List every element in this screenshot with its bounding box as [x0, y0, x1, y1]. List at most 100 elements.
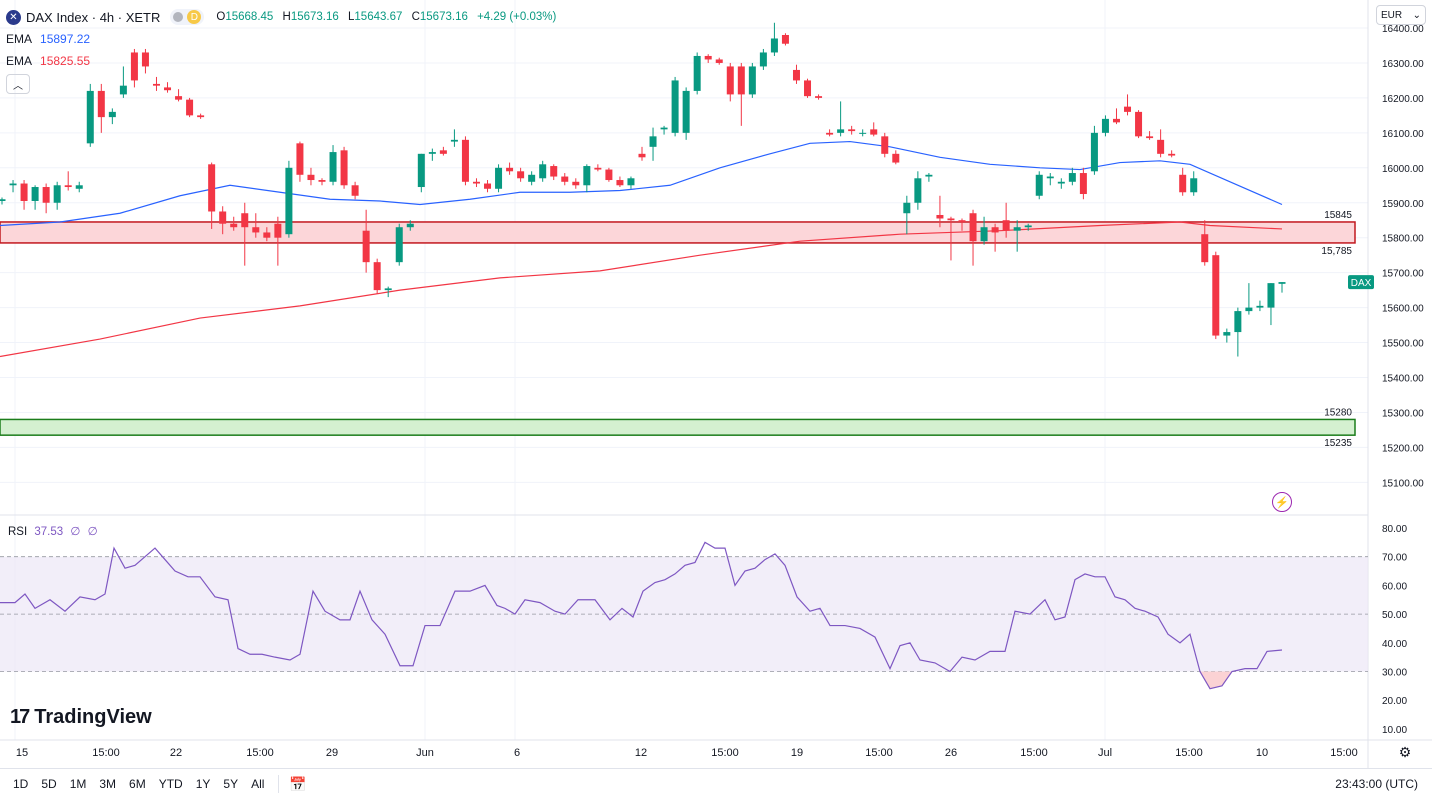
- candle-down: [737, 66, 745, 95]
- range-3m-button[interactable]: 3M: [99, 777, 117, 791]
- candle-up: [329, 152, 337, 182]
- candle-down: [594, 167, 602, 170]
- ema-legend-2[interactable]: EMA 15825.55: [6, 50, 562, 72]
- candle-down: [1112, 118, 1120, 123]
- close-value: 15673.16: [419, 11, 468, 23]
- candle-down: [230, 223, 238, 228]
- support-zone-bottom-label: 15235: [1324, 438, 1352, 449]
- last-price-badge: [1348, 275, 1374, 290]
- candle-down: [638, 153, 646, 158]
- candle-down: [792, 69, 800, 81]
- candle-down: [362, 230, 370, 263]
- range-ytd-button[interactable]: YTD: [158, 777, 183, 791]
- candle-up: [1068, 173, 1076, 182]
- candle-down: [307, 174, 315, 181]
- candle-down: [704, 55, 712, 60]
- candle-up: [495, 167, 503, 189]
- support-zone: [0, 418, 1356, 436]
- resistance-zone-top-label: 15845: [1324, 210, 1352, 221]
- time-tick-label: 22: [170, 747, 182, 759]
- range-1d-button[interactable]: 1D: [13, 777, 29, 791]
- rsi-tick-label: 70.00: [1382, 553, 1407, 564]
- gear-icon[interactable]: ⚙: [1398, 743, 1412, 760]
- candle-down: [826, 132, 834, 135]
- candle-down: [175, 96, 183, 100]
- chevron-up-icon: ︿: [13, 80, 23, 92]
- market-status-pill[interactable]: D: [170, 9, 205, 25]
- price-tick-label: 16100.00: [1382, 129, 1424, 140]
- candle-down: [715, 59, 723, 63]
- price-tick-label: 16200.00: [1382, 94, 1424, 105]
- currency-selector[interactable]: EUR ⌄: [1376, 5, 1426, 25]
- rsi-extra-2: ∅: [87, 526, 98, 538]
- rsi-legend[interactable]: RSI 37.53 ∅ ∅: [8, 524, 98, 538]
- time-tick-label: 26: [945, 747, 957, 759]
- candle-down: [892, 153, 900, 163]
- candle-down: [572, 181, 580, 186]
- candle-up: [660, 127, 668, 130]
- candle-down: [936, 214, 944, 219]
- price-tick-label: 15800.00: [1382, 234, 1424, 245]
- resistance-zone: [0, 221, 1356, 244]
- range-6m-button[interactable]: 6M: [129, 777, 146, 791]
- x-logo-icon[interactable]: ✕: [6, 9, 21, 25]
- candle-down: [351, 185, 359, 196]
- range-5d-button[interactable]: 5D: [41, 777, 57, 791]
- candle-down: [373, 262, 381, 291]
- tradingview-logo[interactable]: 17 TradingView: [10, 706, 152, 729]
- candle-down: [252, 227, 260, 233]
- range-all-button[interactable]: All: [251, 777, 265, 791]
- ema-long-line: [0, 221, 1283, 358]
- last-price-label: DAX: [1351, 278, 1372, 289]
- candle-down: [1168, 153, 1176, 156]
- candle-down: [1124, 106, 1132, 112]
- candle-down: [958, 220, 966, 222]
- range-1m-button[interactable]: 1M: [69, 777, 87, 791]
- candle-down: [881, 136, 889, 154]
- candle-up: [53, 185, 61, 203]
- lightning-icon[interactable]: ⚡: [1272, 492, 1292, 512]
- candle-up: [1046, 176, 1054, 179]
- candle-up: [1057, 181, 1065, 184]
- calendar-icon[interactable]: 📅: [289, 775, 307, 792]
- range-5y-button[interactable]: 5Y: [223, 777, 239, 791]
- candle-down: [20, 183, 28, 202]
- candle-down: [506, 167, 514, 172]
- time-tick-label: 29: [326, 747, 338, 759]
- ema-label: EMA: [6, 54, 33, 68]
- rsi-tick-label: 10.00: [1382, 725, 1407, 736]
- range-1y-button[interactable]: 1Y: [195, 777, 211, 791]
- ohlc-values: O15668.45 H15673.16 L15643.67 C15673.16 …: [216, 11, 562, 23]
- ema-legend-1[interactable]: EMA 15897.22: [6, 28, 562, 50]
- time-axis[interactable]: 15 15:00 22 15:00 29 Jun 6 12 15:00 19 15:00 26 15:0…: [16, 747, 1358, 759]
- symbol-title[interactable]: DAX Index · 4h · XETR: [26, 9, 161, 25]
- candle-down: [726, 66, 734, 95]
- toolbar-divider: [278, 775, 280, 793]
- candle-down: [1179, 174, 1187, 193]
- candle-up: [925, 174, 933, 177]
- candle-up: [1024, 225, 1032, 228]
- candle-up: [759, 52, 767, 67]
- time-tick-label: Jun: [416, 747, 434, 759]
- rsi-line: [0, 541, 1283, 690]
- candle-down: [64, 185, 72, 188]
- time-tick-label: 15:00: [92, 747, 120, 759]
- collapse-legend-button[interactable]: ︿: [6, 74, 30, 94]
- candle-down: [616, 180, 624, 186]
- candle-down: [991, 227, 999, 233]
- ema-label: EMA: [6, 32, 33, 46]
- candle-down: [804, 80, 812, 97]
- tradingview-mark-icon: 17: [10, 706, 30, 728]
- rsi-value: 37.53: [34, 526, 64, 538]
- candle-down: [186, 99, 194, 116]
- rsi-tick-label: 20.00: [1382, 696, 1407, 707]
- price-axis[interactable]: DAX 16400.00 16300.00 16200.00 16100.00 16000…: [1348, 24, 1424, 736]
- candle-down: [241, 213, 249, 228]
- candle-up: [693, 55, 701, 91]
- price-tick-label: 15900.00: [1382, 199, 1424, 210]
- utc-clock[interactable]: 23:43:00 (UTC): [1335, 777, 1418, 791]
- time-tick-label: 15:00: [865, 747, 893, 759]
- price-tick-label: 15400.00: [1382, 374, 1424, 385]
- candle-down: [1146, 136, 1154, 139]
